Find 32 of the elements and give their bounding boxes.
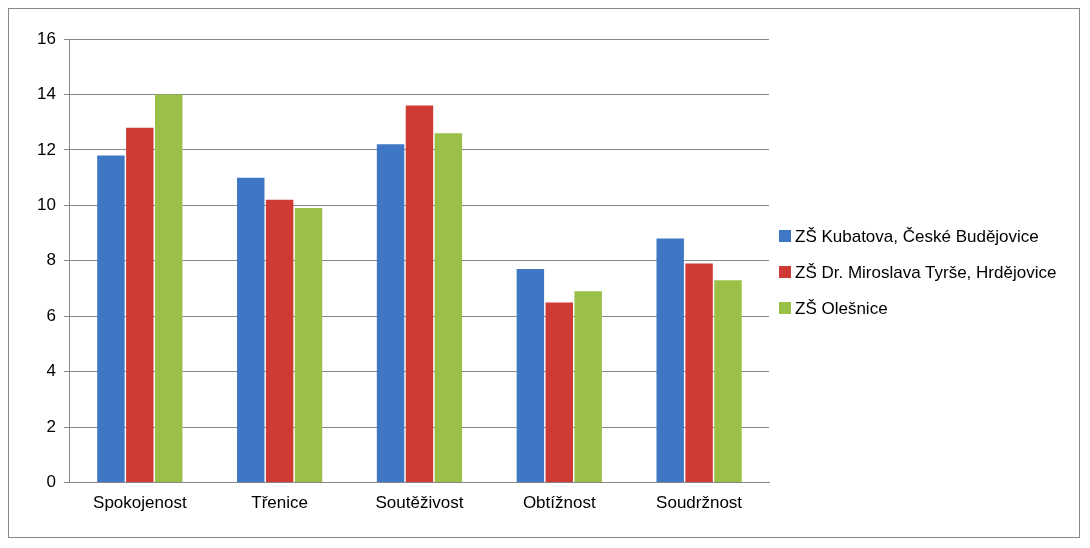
x-tick-label: Soutěživost	[375, 493, 464, 513]
bar	[574, 291, 602, 483]
y-tick-label: 16	[36, 28, 56, 48]
bar	[545, 302, 573, 483]
y-tick-label: 14	[36, 84, 56, 104]
y-tick-label: 10	[36, 195, 56, 215]
bar	[656, 238, 684, 483]
legend-label: ZŠ Kubatova, České Budějovice	[795, 226, 1039, 248]
bar	[376, 144, 405, 483]
bar	[685, 263, 713, 483]
y-tick-label: 4	[46, 361, 56, 381]
bar	[714, 280, 742, 483]
bar	[516, 269, 545, 483]
x-tick-label: Třenice	[251, 493, 308, 513]
x-tick-label: Obtížnost	[522, 493, 596, 513]
bar	[154, 94, 183, 483]
bar	[294, 208, 323, 483]
bar	[126, 127, 154, 483]
y-tick-label: 12	[36, 139, 56, 159]
x-tick-label: Soudržnost	[656, 493, 743, 513]
bar	[434, 133, 463, 483]
bar	[265, 199, 294, 483]
legend-label: ZŠ Olešnice	[795, 298, 888, 320]
x-tick-label: Spokojenost	[93, 493, 187, 513]
y-tick-label: 6	[46, 305, 56, 325]
y-tick-label: 8	[46, 250, 56, 270]
y-tick-label: 0	[46, 472, 56, 492]
bar	[237, 177, 265, 483]
bar	[405, 105, 434, 483]
legend-label: ZŠ Dr. Miroslava Tyrše, Hrdějovice	[795, 262, 1057, 284]
bar	[97, 155, 125, 483]
y-tick-label: 2	[46, 416, 56, 436]
